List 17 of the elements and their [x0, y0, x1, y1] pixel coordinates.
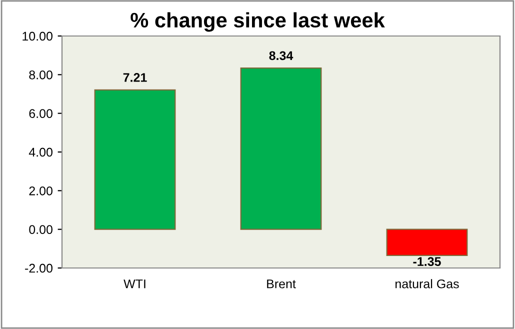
data-label: -1.35 [413, 257, 441, 266]
x-tick-label: Brent [267, 280, 296, 288]
x-tick-label: WTI [124, 280, 146, 288]
y-tick-label: 10.00 [22, 32, 52, 41]
bar [94, 89, 176, 230]
chart-title: % change since last week [130, 12, 385, 32]
y-tick-label: 2.00 [29, 186, 52, 196]
data-label: 8.34 [269, 51, 294, 60]
y-tick-label: 8.00 [29, 70, 52, 80]
bar [386, 228, 468, 256]
y-tick-label: 0.00 [29, 225, 52, 234]
bar [240, 68, 322, 230]
data-label: 7.21 [123, 73, 147, 82]
y-tick-label: 6.00 [29, 109, 52, 118]
y-tick-label: -2.00 [25, 264, 52, 273]
x-tick-label: natural Gas [396, 279, 459, 288]
y-tick-label: 4.00 [28, 148, 52, 157]
